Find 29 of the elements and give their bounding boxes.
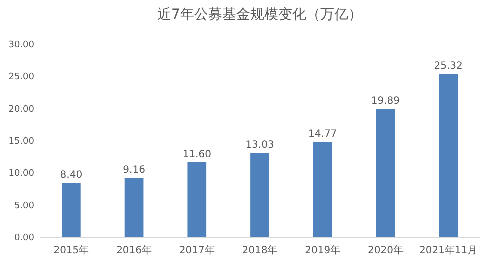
y-tick-label: 0.00	[14, 234, 35, 244]
y-tick-label: 25.00	[8, 72, 35, 83]
data-label: 11.60	[182, 149, 212, 160]
bar	[124, 178, 144, 237]
data-label: 14.77	[308, 128, 338, 140]
y-tick-label: 30.00	[8, 40, 35, 50]
y-tick-label: 10.00	[8, 169, 35, 180]
x-tick-label: 2015年	[54, 244, 90, 256]
x-tick-label: 2021年11月	[419, 244, 478, 256]
x-tick-label: 2019年	[305, 244, 341, 256]
data-label: 19.89	[371, 96, 400, 108]
chart-title: 近7年公募基金规模变化（万亿）	[158, 7, 362, 23]
y-tick-label: 20.00	[8, 104, 35, 115]
bar	[313, 142, 332, 237]
data-label: 25.32	[434, 61, 463, 72]
data-label: 9.16	[123, 165, 146, 176]
data-label: 13.03	[246, 140, 274, 152]
x-tick-label: 2017年	[179, 244, 215, 256]
bar	[188, 162, 207, 237]
x-tick-label: 2016年	[116, 244, 152, 256]
data-label: 8.40	[60, 170, 83, 181]
x-tick-label: 2020年	[368, 244, 404, 256]
bar	[376, 109, 396, 237]
bar	[250, 153, 270, 237]
bar	[62, 182, 81, 237]
y-tick-label: 5.00	[14, 201, 35, 212]
bar	[439, 74, 458, 237]
x-tick-label: 2018年	[242, 244, 278, 256]
y-tick-label: 15.00	[8, 137, 35, 147]
